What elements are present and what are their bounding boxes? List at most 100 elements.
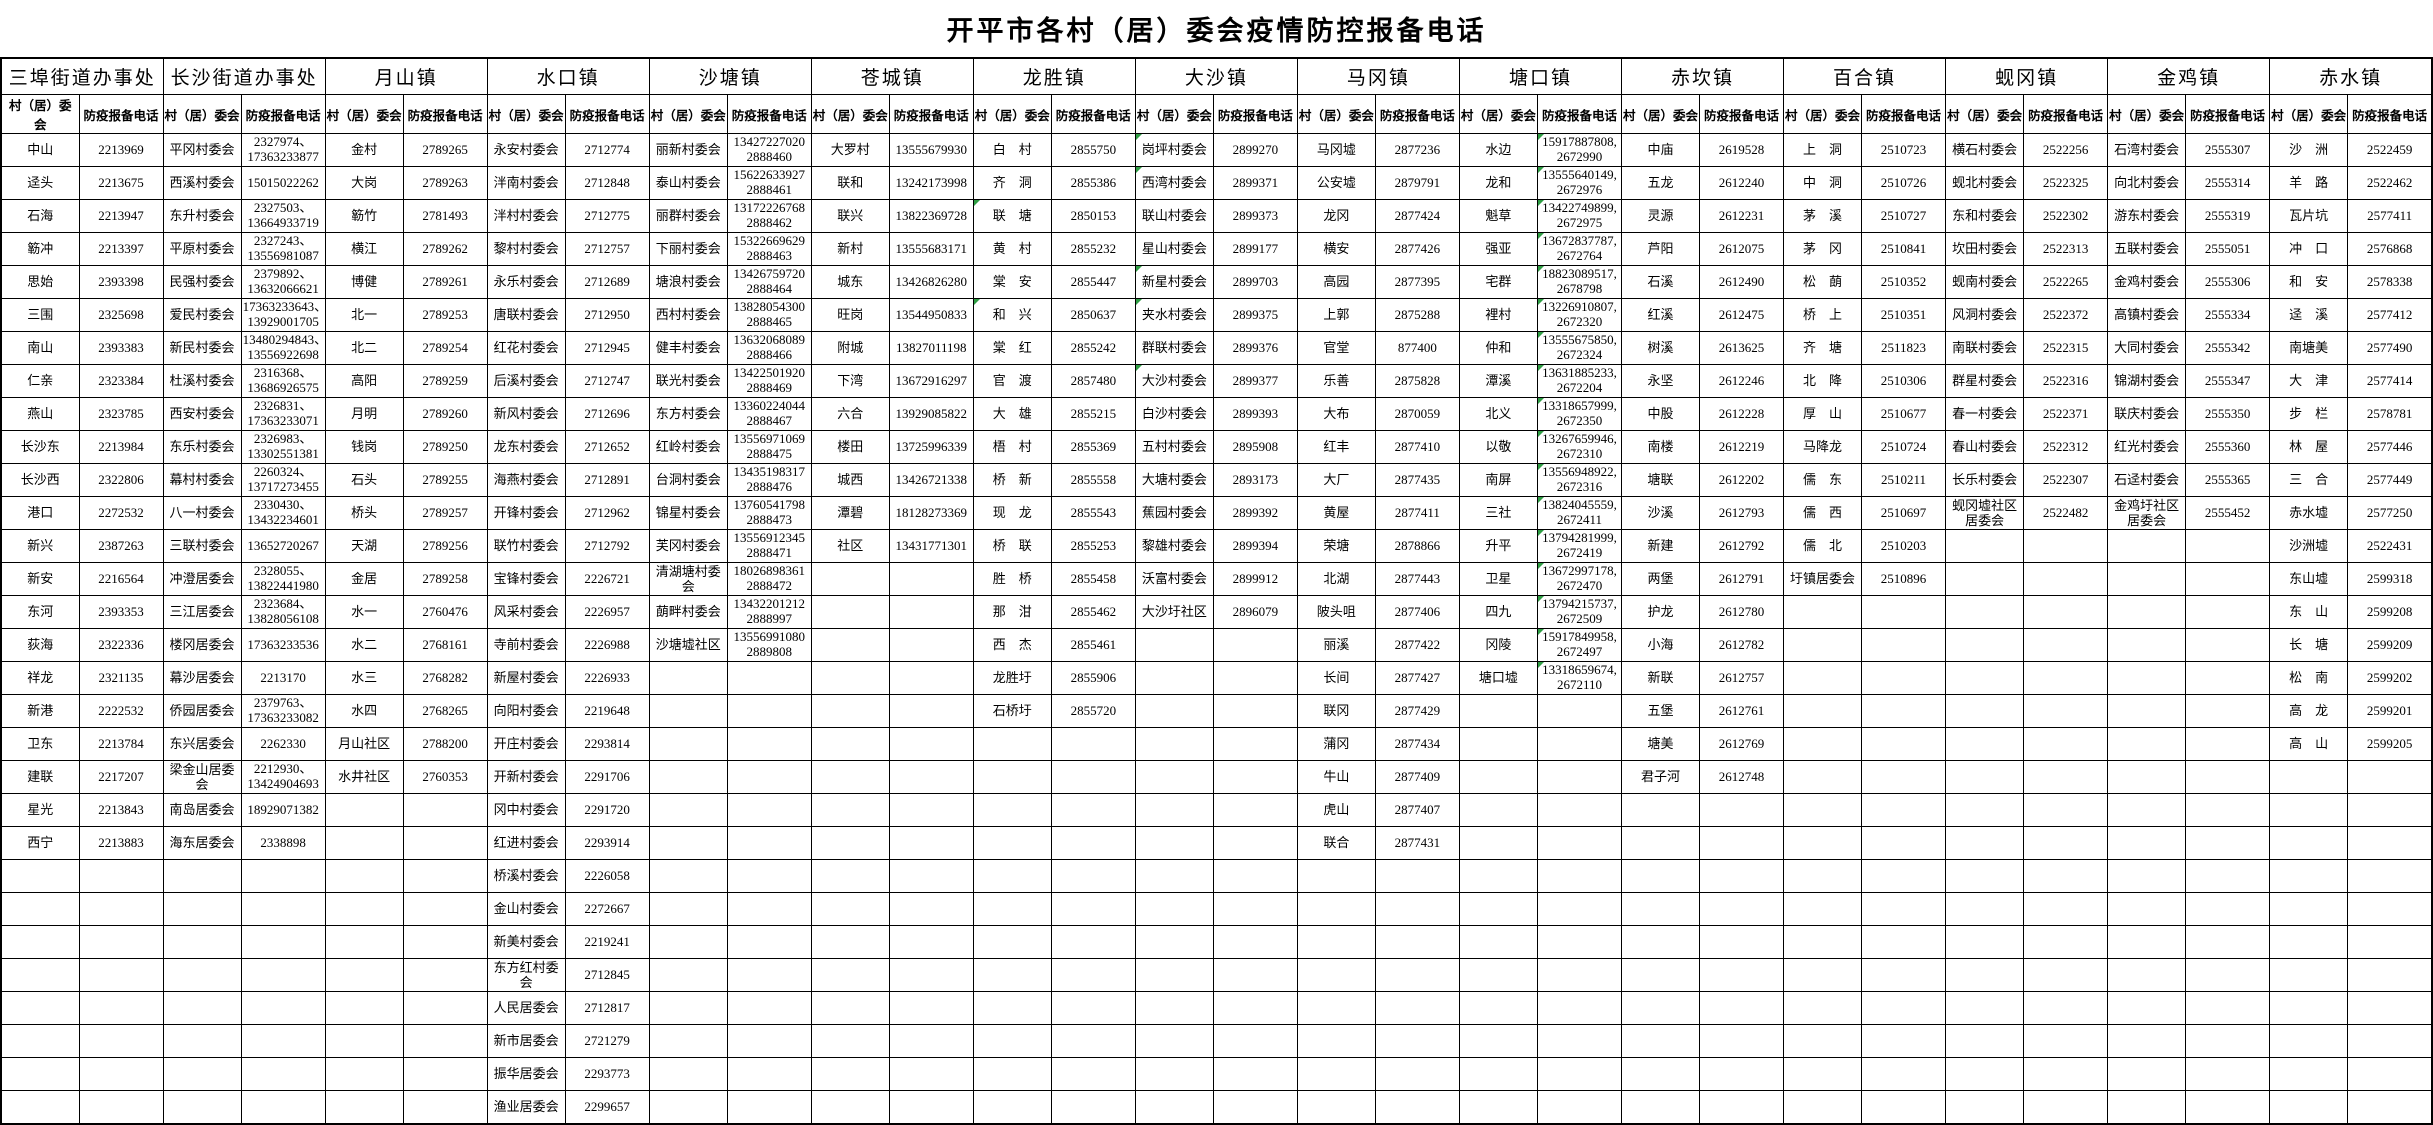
village-cell: 茅 溪 xyxy=(1783,199,1863,233)
phone-cell: 2216564 xyxy=(78,562,164,596)
empty-cell xyxy=(1212,958,1298,992)
phone-cell: 2510677 xyxy=(1861,397,1947,431)
phone-cell: 2213947 xyxy=(78,199,164,233)
village-cell: 大厂 xyxy=(1296,463,1376,497)
empty-cell xyxy=(1783,628,1863,662)
empty-cell xyxy=(648,793,728,827)
empty-cell xyxy=(648,1057,728,1091)
table-row: 簕冲 2213397 平原村委会 2327243、 13556981087 横江 2789… xyxy=(0,232,2433,266)
village-cell: 天湖 xyxy=(324,529,404,563)
empty-cell xyxy=(1861,1024,1947,1058)
village-cell: 港口 xyxy=(0,496,80,530)
table-row: 长沙东 2213984 东乐村委会 2326983、 13302551381 钱岗 278… xyxy=(0,430,2433,464)
empty-cell xyxy=(0,925,80,959)
village-cell: 泮南村委会 xyxy=(486,166,566,200)
empty-cell xyxy=(162,892,242,926)
phone-column-header: 防疫报备电话 xyxy=(1212,94,1298,134)
phone-cell: 2213883 xyxy=(78,826,164,860)
empty-cell xyxy=(1945,991,2025,1025)
empty-cell xyxy=(324,925,404,959)
empty-cell xyxy=(162,958,242,992)
village-cell: 六合 xyxy=(810,397,890,431)
village-cell: 桥溪村委会 xyxy=(486,859,566,893)
empty-cell xyxy=(0,892,80,926)
empty-cell xyxy=(1458,793,1538,827)
village-cell: 沙洲墟 xyxy=(2269,529,2349,563)
empty-cell xyxy=(78,958,164,992)
phone-cell: 13556971069 2888475 xyxy=(726,430,812,464)
empty-cell xyxy=(972,1090,1052,1125)
village-column-header: 村（居）委会 xyxy=(1458,94,1538,134)
table-row: 东河 2393353 三江居委会 2323684、 13828056108 水一 2760… xyxy=(0,595,2433,629)
village-column-header: 村（居）委会 xyxy=(162,94,242,134)
village-cell: 金鸡村委会 xyxy=(2107,265,2187,299)
empty-cell xyxy=(2269,760,2349,794)
empty-cell xyxy=(402,958,488,992)
village-cell: 乐善 xyxy=(1296,364,1376,398)
empty-cell xyxy=(2107,562,2187,596)
empty-cell xyxy=(726,1090,812,1125)
empty-cell xyxy=(810,925,890,959)
phone-cell: 2877407 xyxy=(1374,793,1460,827)
empty-cell xyxy=(1536,760,1622,794)
empty-cell xyxy=(1698,1090,1785,1125)
section-title: 水口镇 xyxy=(486,57,650,95)
empty-cell xyxy=(1698,1024,1785,1058)
phone-cell: 2612219 xyxy=(1698,430,1785,464)
village-cell: 清湖塘村委会 xyxy=(648,562,728,596)
village-column-header: 村（居）委会 xyxy=(2107,94,2187,134)
village-cell: 水边 xyxy=(1458,133,1538,167)
phone-cell: 18128273369 xyxy=(888,496,974,530)
empty-cell xyxy=(1050,826,1136,860)
phone-cell: 13422501920 2888469 xyxy=(726,364,812,398)
empty-cell xyxy=(1050,1024,1136,1058)
village-cell: 齐 洞 xyxy=(972,166,1052,200)
phone-cell: 13794215737, 2672509 xyxy=(1536,595,1622,629)
empty-cell xyxy=(810,562,890,596)
village-cell: 棠 红 xyxy=(972,331,1052,365)
empty-cell xyxy=(888,793,974,827)
village-cell: 冈中村委会 xyxy=(486,793,566,827)
empty-cell xyxy=(0,1024,80,1058)
village-column-header: 村（居）委会 xyxy=(1620,94,1700,134)
empty-cell xyxy=(2269,991,2349,1025)
village-cell: 石头 xyxy=(324,463,404,497)
table-row: 星光 2213843 南岛居委会 18929071382 冈中村委会 2291720 虎山 2… xyxy=(0,793,2433,827)
empty-cell xyxy=(972,1024,1052,1058)
empty-cell xyxy=(1783,727,1863,761)
village-column-header: 村（居）委会 xyxy=(1783,94,1863,134)
village-cell: 那 泔 xyxy=(972,595,1052,629)
phone-cell: 2899912 xyxy=(1212,562,1298,596)
phone-cell: 2510896 xyxy=(1861,562,1947,596)
phone-cell: 2510724 xyxy=(1861,430,1947,464)
village-cell: 群联村委会 xyxy=(1134,331,1214,365)
village-cell: 西安村委会 xyxy=(162,397,242,431)
empty-cell xyxy=(1861,661,1947,695)
village-cell: 新美村委会 xyxy=(486,925,566,959)
phone-cell: 2577446 xyxy=(2347,430,2433,464)
phone-cell: 2577250 xyxy=(2347,496,2433,530)
village-cell: 金居 xyxy=(324,562,404,596)
empty-cell xyxy=(1783,595,1863,629)
empty-cell xyxy=(240,991,326,1025)
village-cell: 西 杰 xyxy=(972,628,1052,662)
village-cell: 中山 xyxy=(0,133,80,167)
phone-cell: 2379763、 17363233082 xyxy=(240,694,326,728)
phone-cell: 2299657 xyxy=(564,1090,650,1125)
village-cell: 健丰村委会 xyxy=(648,331,728,365)
phone-column-header: 防疫报备电话 xyxy=(1050,94,1136,134)
section-title: 龙胜镇 xyxy=(972,57,1136,95)
empty-cell xyxy=(1374,859,1460,893)
village-cell: 白 村 xyxy=(972,133,1052,167)
phone-cell: 17363233643、 13929001705 xyxy=(240,298,326,332)
village-cell: 公安墟 xyxy=(1296,166,1376,200)
empty-cell xyxy=(2347,859,2433,893)
village-cell: 附城 xyxy=(810,331,890,365)
phone-column-header: 防疫报备电话 xyxy=(2347,94,2433,134)
empty-cell xyxy=(726,892,812,926)
phone-cell: 2219648 xyxy=(564,694,650,728)
phone-cell: 2789257 xyxy=(402,496,488,530)
empty-cell xyxy=(2023,991,2109,1025)
table-row: 金山村委会 2272667 xyxy=(0,892,2433,926)
village-cell: 横安 xyxy=(1296,232,1376,266)
